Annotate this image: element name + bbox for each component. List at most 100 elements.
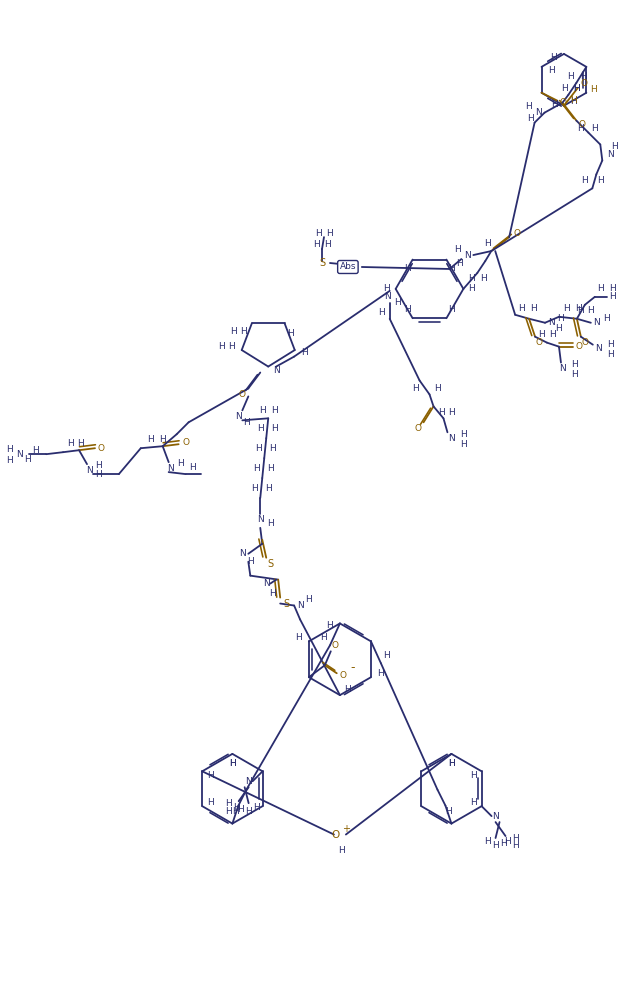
Text: H: H (468, 284, 474, 293)
Text: H: H (271, 406, 277, 415)
Text: H: H (607, 350, 614, 359)
Text: H: H (383, 284, 390, 293)
Text: H: H (537, 331, 544, 340)
Text: H: H (253, 463, 259, 472)
Text: H: H (96, 469, 102, 478)
Text: H: H (269, 444, 275, 452)
Text: H: H (207, 798, 214, 807)
Text: H: H (561, 84, 568, 93)
Text: H: H (471, 798, 477, 807)
Text: N: N (235, 412, 242, 421)
Text: H: H (253, 803, 260, 812)
Text: H: H (468, 274, 474, 283)
Text: O: O (332, 830, 340, 840)
Text: H: H (555, 324, 562, 334)
Text: H: H (327, 229, 333, 238)
Text: H: H (259, 406, 266, 415)
Text: H: H (609, 284, 616, 293)
Text: -: - (351, 660, 355, 674)
Text: O: O (98, 444, 105, 452)
Text: H: H (607, 341, 614, 349)
Text: H: H (267, 463, 273, 472)
Text: H: H (577, 124, 584, 133)
Text: H: H (229, 342, 235, 350)
Text: H: H (189, 462, 196, 471)
Text: H: H (567, 72, 574, 81)
Text: H: H (229, 759, 236, 768)
Text: H: H (591, 85, 597, 94)
Text: N: N (168, 463, 174, 472)
Text: H: H (598, 284, 604, 293)
Text: N: N (263, 579, 270, 588)
Text: H: H (454, 245, 461, 253)
Text: H: H (230, 327, 238, 336)
Text: H: H (525, 102, 532, 111)
Text: H: H (6, 445, 13, 453)
Text: N: N (297, 601, 304, 610)
Text: O: O (182, 438, 189, 446)
Text: H: H (448, 408, 455, 417)
Text: H: H (591, 124, 598, 133)
Text: H: H (571, 370, 578, 379)
Text: H: H (76, 439, 83, 447)
Text: H: H (412, 384, 419, 393)
Text: H: H (232, 807, 239, 816)
Text: H: H (551, 53, 557, 62)
Text: H: H (448, 759, 455, 768)
Text: N: N (535, 108, 542, 117)
Text: S: S (283, 599, 289, 609)
Text: N: N (548, 318, 555, 328)
Text: H: H (229, 759, 236, 768)
Text: H: H (313, 240, 320, 248)
Text: H: H (238, 805, 244, 814)
Text: H: H (438, 408, 445, 417)
Text: H: H (404, 264, 411, 273)
Text: O: O (331, 641, 338, 649)
Text: H: H (241, 327, 247, 336)
Text: H: H (377, 668, 385, 678)
Text: H: H (484, 838, 491, 846)
Text: H: H (492, 842, 499, 850)
Text: O: O (575, 343, 582, 351)
Text: H: H (271, 424, 277, 433)
Text: H: H (96, 460, 102, 469)
Text: H: H (571, 97, 577, 106)
Text: H: H (383, 650, 390, 659)
Text: H: H (225, 807, 232, 816)
Text: H: H (597, 176, 603, 185)
Text: N: N (607, 149, 614, 159)
Text: O: O (514, 229, 521, 238)
Text: H: H (570, 96, 577, 105)
Text: H: H (325, 240, 331, 248)
Text: H: H (315, 229, 322, 238)
Text: H: H (581, 176, 587, 185)
Text: O: O (580, 79, 587, 88)
Text: N: N (464, 250, 471, 259)
Text: H: H (327, 621, 333, 630)
Text: H: H (320, 633, 327, 642)
Text: H: H (301, 347, 308, 356)
Text: N: N (257, 516, 264, 525)
Text: H: H (500, 840, 507, 848)
Text: O: O (339, 670, 346, 680)
Text: H: H (550, 331, 557, 340)
Text: N: N (16, 449, 22, 458)
Text: H: H (580, 72, 587, 81)
Text: H: H (378, 308, 385, 317)
Text: H: H (573, 84, 580, 93)
Text: N: N (385, 292, 391, 301)
Text: O: O (579, 120, 586, 129)
Text: H: H (611, 142, 618, 151)
Text: H: H (207, 771, 214, 780)
Text: O: O (560, 98, 567, 107)
Text: H: H (247, 557, 254, 566)
Text: H: H (255, 444, 262, 452)
Text: H: H (295, 633, 302, 642)
Text: H: H (603, 314, 610, 324)
Text: H: H (251, 483, 257, 493)
Text: O: O (582, 339, 588, 347)
Text: H: H (67, 439, 73, 447)
Text: H: H (480, 274, 487, 283)
Text: Abs: Abs (340, 262, 356, 271)
Text: N: N (85, 465, 92, 474)
